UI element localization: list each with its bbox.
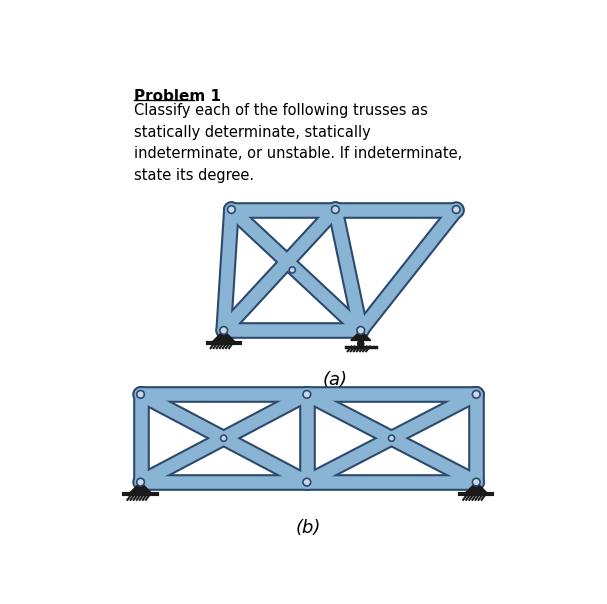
Polygon shape	[466, 482, 487, 493]
Circle shape	[289, 267, 295, 273]
Polygon shape	[351, 330, 371, 341]
Circle shape	[303, 478, 311, 486]
Circle shape	[472, 478, 480, 486]
Text: (b): (b)	[296, 519, 321, 538]
Polygon shape	[213, 330, 234, 341]
Text: (a): (a)	[323, 371, 348, 390]
Text: Problem 1: Problem 1	[134, 89, 220, 104]
Polygon shape	[130, 482, 151, 493]
Circle shape	[228, 206, 236, 213]
Circle shape	[220, 327, 228, 334]
Circle shape	[220, 435, 227, 442]
Circle shape	[452, 206, 460, 213]
Circle shape	[137, 478, 144, 486]
Circle shape	[358, 341, 364, 347]
Circle shape	[303, 391, 311, 398]
Text: Classify each of the following trusses as
statically determinate, statically
ind: Classify each of the following trusses a…	[134, 103, 462, 183]
Circle shape	[137, 391, 144, 398]
Circle shape	[331, 206, 339, 213]
Circle shape	[357, 327, 365, 334]
Circle shape	[472, 391, 480, 398]
Circle shape	[388, 435, 395, 442]
